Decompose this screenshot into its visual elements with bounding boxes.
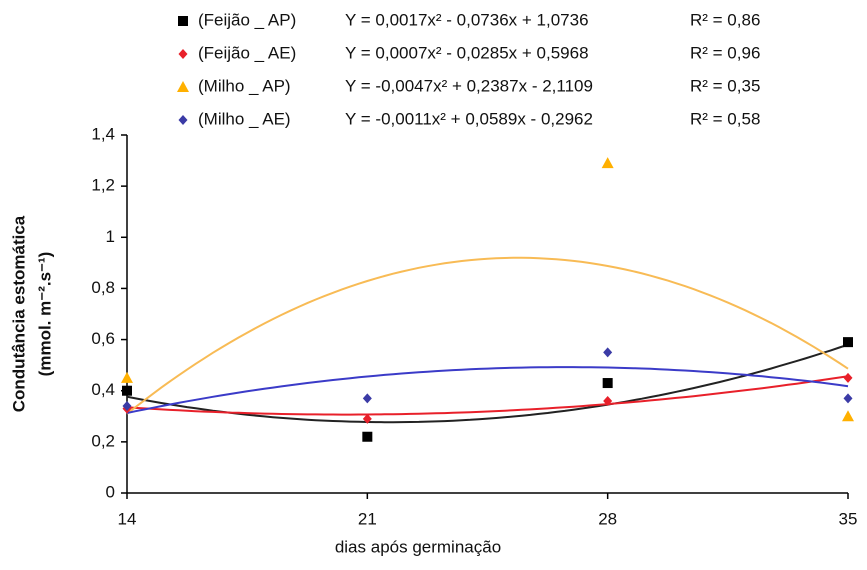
legend-marker <box>177 81 189 92</box>
legend-label: (Feijão _ AP) <box>198 10 296 29</box>
marker <box>601 157 614 169</box>
legend-label: (Milho _ AE) <box>198 109 291 128</box>
x-tick-label: 21 <box>358 509 377 528</box>
y-tick-label: 1,4 <box>91 124 115 143</box>
marker <box>843 372 853 383</box>
y-tick-label: 1,2 <box>91 176 115 195</box>
y-tick-label: 0,4 <box>91 380 115 399</box>
y-tick-label: 0,6 <box>91 329 115 348</box>
marker <box>122 401 132 412</box>
legend-label: (Milho _ AP) <box>198 76 291 95</box>
marker <box>603 347 613 358</box>
legend-label: (Feijão _ AE) <box>198 43 296 62</box>
marker <box>842 410 854 422</box>
x-tick-label: 28 <box>598 509 617 528</box>
marker <box>843 393 853 404</box>
legend-r2: R² = 0,58 <box>690 109 760 128</box>
marker <box>121 371 133 383</box>
x-tick-label: 14 <box>118 509 137 528</box>
legend-marker <box>178 115 188 125</box>
y-axis-label: (mmol. m⁻².s⁻¹) <box>35 252 54 377</box>
y-tick-label: 0,2 <box>91 431 115 450</box>
y-axis-label: Condutância estomática <box>9 215 28 412</box>
legend-r2: R² = 0,96 <box>690 43 760 62</box>
legend-equation: Y = 0,0007x² - 0,0285x + 0,5968 <box>345 43 589 62</box>
x-axis-label: dias após germinação <box>335 537 501 556</box>
legend-marker <box>178 49 188 59</box>
y-tick-label: 1 <box>106 227 115 246</box>
legend-equation: Y = -0,0047x² + 0,2387x - 2,1109 <box>345 76 593 95</box>
legend-r2: R² = 0,35 <box>690 76 760 95</box>
marker <box>362 431 373 442</box>
legend-equation: Y = -0,0011x² + 0,0589x - 0,2962 <box>345 109 593 128</box>
trend-curve <box>126 366 849 414</box>
legend-equation: Y = 0,0017x² - 0,0736x + 1,0736 <box>345 10 589 29</box>
y-tick-label: 0,8 <box>91 278 115 297</box>
marker <box>362 393 372 404</box>
trend-curve <box>126 256 849 415</box>
marker <box>122 385 132 396</box>
trend-curve <box>126 375 849 416</box>
y-tick-label: 0 <box>106 482 115 501</box>
trend-curve <box>126 343 849 424</box>
legend-marker <box>178 16 188 26</box>
legend-r2: R² = 0,86 <box>690 10 760 29</box>
marker <box>362 413 372 424</box>
marker <box>843 337 853 348</box>
x-tick-label: 35 <box>839 509 858 528</box>
marker <box>602 378 613 389</box>
marker <box>603 395 613 406</box>
